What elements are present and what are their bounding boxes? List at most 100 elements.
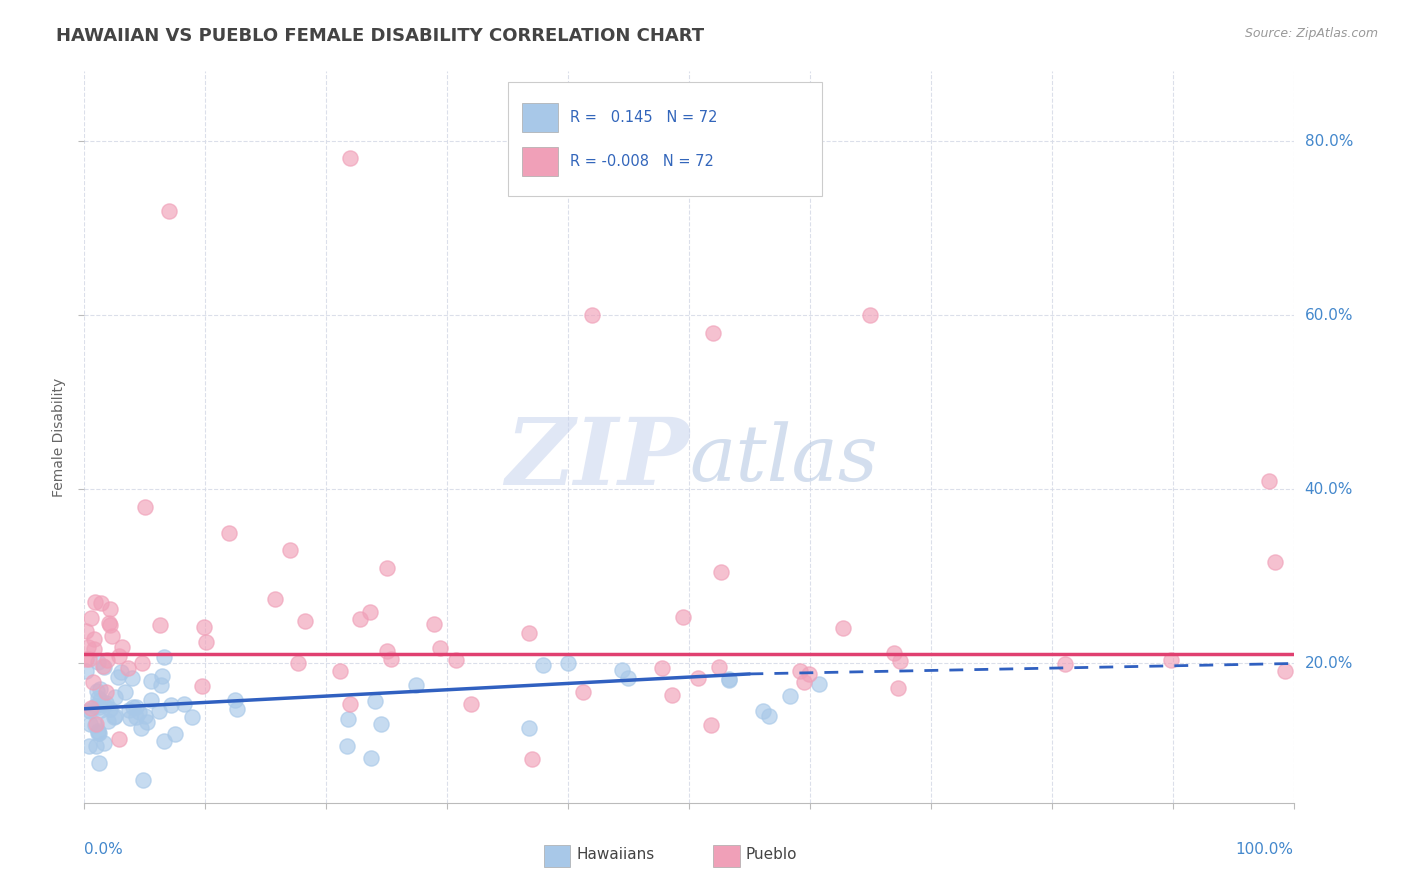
Point [779, 689, 801, 703]
Point [83, 642, 105, 657]
Point [83, 718, 105, 732]
Point [120, 711, 142, 725]
Point [94, 696, 117, 710]
Y-axis label: Female Disability: Female Disability [52, 377, 66, 497]
Point [159, 698, 181, 712]
Point [688, 671, 710, 685]
Point [150, 669, 173, 683]
Point [110, 665, 132, 679]
Point [360, 750, 382, 764]
Point [79, 701, 101, 715]
Point [90, 703, 112, 717]
Point [339, 152, 361, 166]
Point [83, 595, 105, 609]
Point [75, 624, 97, 638]
Point [661, 688, 683, 702]
Point [444, 653, 467, 667]
Point [93, 736, 115, 750]
Point [157, 203, 180, 218]
Text: ZIP: ZIP [505, 414, 689, 504]
Point [97, 615, 120, 630]
FancyBboxPatch shape [522, 103, 558, 132]
Point [94, 685, 117, 699]
Point [700, 717, 723, 731]
Point [125, 700, 148, 714]
Point [405, 678, 427, 692]
FancyBboxPatch shape [522, 146, 558, 176]
Text: Source: ZipAtlas.com: Source: ZipAtlas.com [1244, 27, 1378, 40]
Point [84, 716, 107, 731]
Point [87, 723, 110, 738]
Point [173, 697, 195, 711]
Point [118, 703, 141, 717]
Text: R = -0.008   N = 72: R = -0.008 N = 72 [571, 153, 714, 169]
Point [97, 714, 120, 728]
Point [122, 699, 145, 714]
Point [80, 611, 103, 625]
Point [517, 721, 540, 735]
Point [108, 649, 131, 664]
Point [87, 726, 110, 740]
Point [79, 704, 101, 718]
Point [520, 752, 543, 766]
Point [193, 620, 215, 634]
Point [91, 659, 114, 673]
Point [797, 667, 820, 681]
Point [808, 677, 831, 691]
Point [121, 671, 143, 685]
Point [1053, 657, 1076, 671]
Point [610, 663, 633, 677]
Point [135, 715, 157, 730]
Point [87, 655, 110, 669]
Point [557, 656, 579, 670]
Point [359, 605, 381, 619]
Point [859, 308, 882, 322]
Point [103, 709, 125, 723]
Point [153, 649, 176, 664]
Point [84, 698, 107, 713]
Point [139, 674, 162, 689]
Point [86, 684, 108, 698]
Point [89, 726, 111, 740]
Point [710, 566, 733, 580]
Point [125, 710, 148, 724]
FancyBboxPatch shape [713, 846, 740, 867]
FancyBboxPatch shape [544, 846, 571, 867]
Point [617, 671, 640, 685]
Point [1264, 555, 1286, 569]
Point [165, 727, 187, 741]
Text: atlas: atlas [689, 421, 877, 497]
Point [370, 717, 392, 731]
Point [75, 652, 97, 666]
Point [429, 641, 451, 656]
Point [572, 685, 595, 699]
Point [134, 708, 156, 723]
Point [380, 652, 402, 666]
Point [131, 656, 153, 670]
Point [883, 646, 905, 660]
Point [129, 721, 152, 735]
Point [128, 705, 150, 719]
Point [139, 693, 162, 707]
Point [108, 732, 131, 747]
Point [1160, 653, 1182, 667]
Point [887, 681, 910, 695]
Point [77, 703, 100, 717]
Point [79, 716, 101, 731]
Point [672, 610, 695, 624]
Point [89, 700, 111, 714]
Point [793, 675, 815, 690]
Point [90, 596, 112, 610]
Point [152, 734, 174, 748]
Point [98, 702, 121, 716]
Point [77, 640, 100, 654]
Point [225, 702, 247, 716]
Point [149, 678, 172, 692]
Text: 60.0%: 60.0% [1305, 308, 1353, 323]
Point [149, 618, 172, 632]
Point [375, 560, 398, 574]
Text: Hawaiians: Hawaiians [576, 847, 655, 862]
Point [349, 612, 371, 626]
Point [101, 629, 124, 643]
Point [329, 664, 352, 678]
